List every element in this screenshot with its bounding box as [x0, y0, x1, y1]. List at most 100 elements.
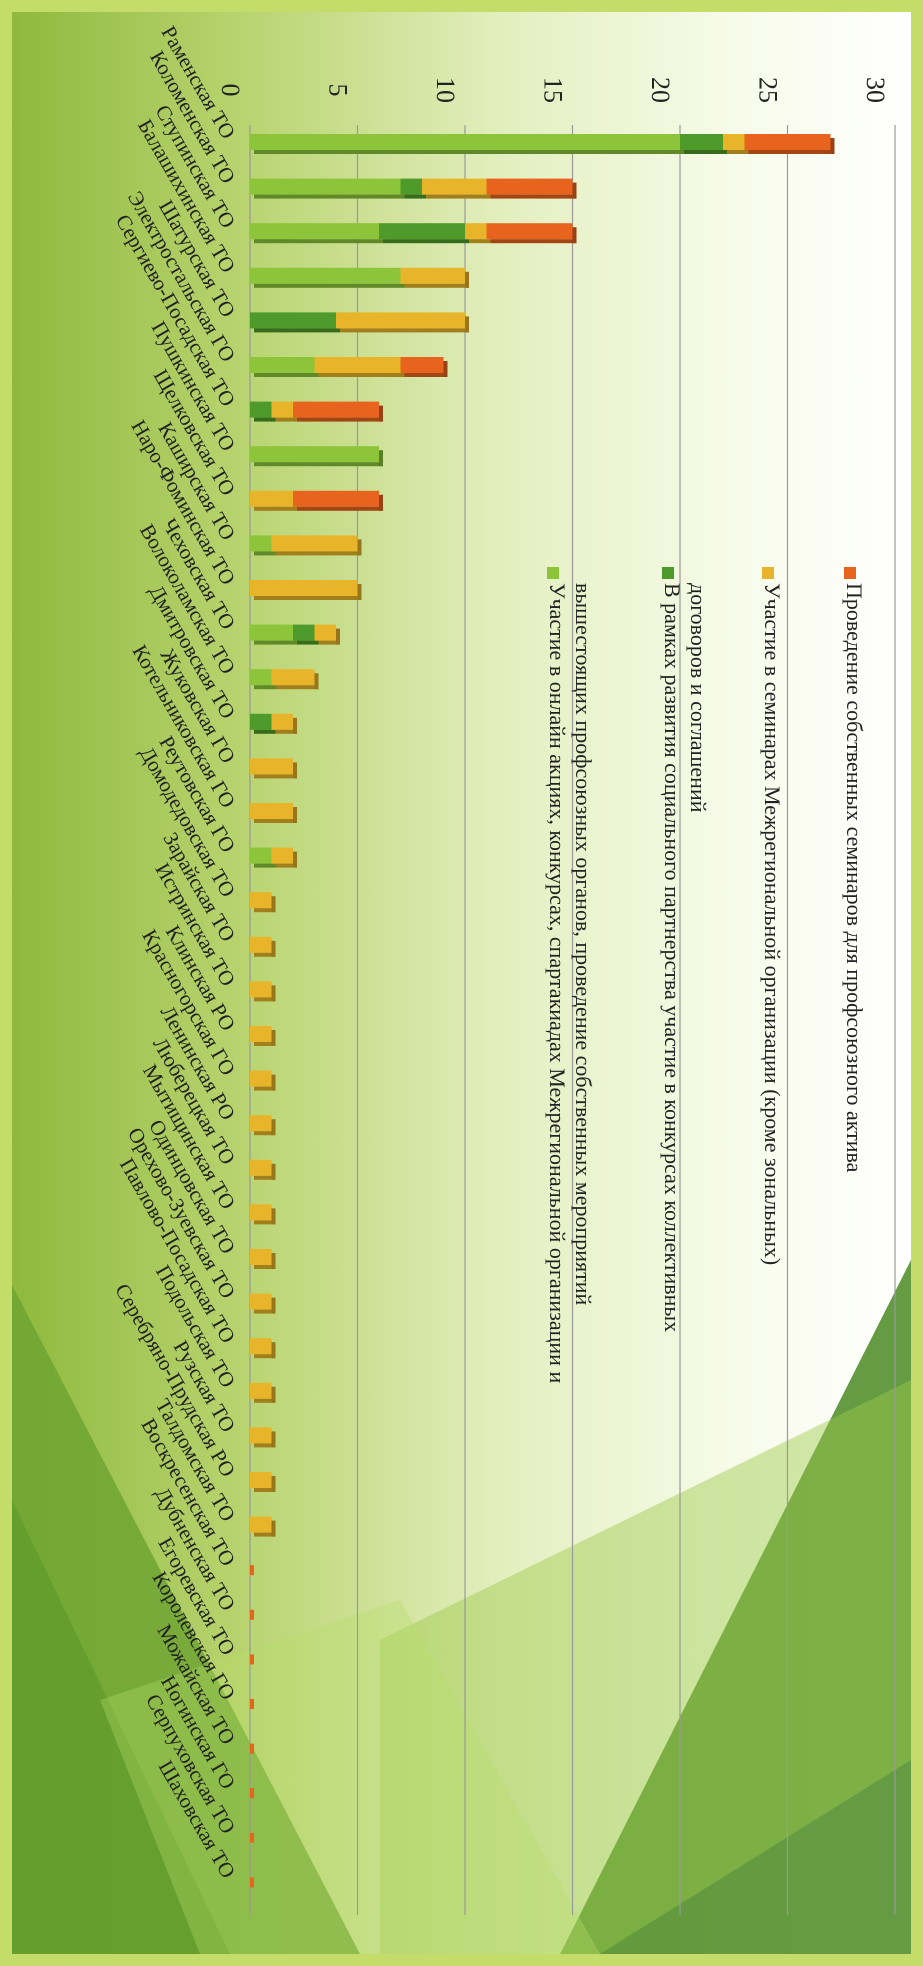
bar-segment-depth	[254, 1398, 276, 1403]
bar-end-depth	[293, 851, 297, 868]
bar-segment-depth	[254, 150, 684, 154]
bar-segment	[400, 178, 422, 195]
bar-segment-depth	[254, 952, 276, 957]
bar-segment-depth	[275, 685, 319, 690]
bar-segment	[250, 1516, 272, 1533]
bar-segment	[422, 178, 487, 195]
bar-end-depth	[572, 182, 577, 199]
bar-segment-depth	[727, 150, 749, 154]
bar-segment-depth	[254, 997, 276, 1002]
bar-segment-depth	[254, 1532, 276, 1537]
bar-segment-depth	[490, 239, 577, 244]
bar-segment	[250, 312, 336, 329]
bar-end-depth	[271, 1431, 276, 1448]
bar-segment	[250, 1070, 272, 1087]
bar-end-depth	[271, 1520, 276, 1537]
bar-end-depth	[572, 227, 577, 244]
bar-segment-depth	[254, 819, 297, 823]
value-tick-label: 15	[539, 77, 568, 103]
bar-segment-depth	[404, 373, 448, 377]
bar-end-depth	[293, 807, 297, 823]
bar-end-depth	[271, 1208, 276, 1225]
empty-bar-marker	[250, 1832, 254, 1843]
bar-segment	[400, 267, 465, 284]
bar-end-depth	[465, 271, 469, 288]
bar-segment-depth	[254, 863, 276, 868]
bar-segment	[250, 1382, 272, 1399]
bar-segment	[314, 624, 336, 641]
bar-segment	[271, 535, 358, 552]
bar-segment	[250, 847, 272, 864]
bar-segment-depth	[748, 150, 835, 154]
bar-segment-depth	[254, 596, 362, 600]
bar-segment	[314, 357, 401, 373]
legend-swatch	[844, 567, 856, 579]
empty-bar-marker	[250, 1699, 254, 1709]
bg-shape	[100, 1600, 600, 1954]
bar-end-depth	[357, 539, 362, 556]
bar-segment-depth	[469, 239, 491, 244]
bar-segment	[271, 401, 293, 418]
bar-segment-depth	[254, 194, 405, 199]
empty-bar-marker	[250, 1654, 254, 1665]
bar-end-depth	[379, 450, 383, 467]
bar-segment	[250, 446, 379, 463]
legend-label-line: Участие в онлайн акциях, конкурсах, спар…	[545, 583, 570, 1383]
bar-end-depth	[830, 138, 835, 154]
empty-bar-marker	[250, 1609, 254, 1620]
bar-segment	[400, 357, 444, 373]
legend-swatch	[662, 567, 674, 579]
legend-label: В рамках развития социального партнерств…	[660, 583, 711, 1332]
bar-segment-depth	[254, 1309, 276, 1314]
value-tick-label: 0	[216, 84, 245, 97]
bar-segment	[250, 223, 379, 240]
bar-segment	[250, 580, 358, 596]
bar-segment	[250, 981, 272, 998]
bar-segment	[250, 758, 293, 775]
bar-segment-depth	[254, 1131, 276, 1136]
bar-segment-depth	[684, 150, 727, 154]
bar-segment-depth	[254, 506, 297, 511]
bar-end-depth	[271, 940, 276, 957]
bar-segment	[250, 936, 272, 953]
bar-segment	[250, 535, 272, 552]
bar-segment-depth	[254, 1042, 276, 1046]
bar-segment	[250, 713, 272, 730]
legend-label-line: вышестоящих профсоюзных органов, проведе…	[571, 583, 596, 1306]
bar-end-depth	[379, 405, 383, 422]
bar-end-depth	[271, 1476, 276, 1492]
bar-segment	[250, 1204, 272, 1221]
bar-end-depth	[271, 1030, 276, 1046]
bar-end-depth	[271, 1163, 276, 1180]
bar-segment	[293, 624, 315, 641]
bar-segment	[250, 1249, 272, 1265]
bar-segment	[250, 669, 272, 686]
bar-end-depth	[271, 985, 276, 1002]
bar-segment-depth	[254, 774, 297, 779]
bar-segment-depth	[254, 908, 276, 913]
bar-segment	[486, 223, 573, 240]
empty-bar-marker	[250, 1877, 254, 1888]
bar-segment-depth	[254, 1086, 276, 1091]
value-tick-label: 30	[861, 77, 890, 103]
bar-end-depth	[314, 673, 319, 690]
legend-label-line: договоров и соглашений	[686, 583, 711, 813]
value-tick-label: 5	[324, 84, 353, 97]
bar-segment-depth	[318, 640, 340, 645]
bar-segment	[271, 713, 293, 730]
bar-segment	[336, 312, 465, 329]
bar-segment	[271, 847, 293, 864]
legend-swatch	[762, 567, 774, 579]
bar-segment	[680, 134, 723, 150]
bar-end-depth	[443, 361, 448, 377]
bar-segment-depth	[254, 417, 276, 422]
bar-segment-depth	[404, 283, 469, 288]
bar-segment-depth	[254, 283, 405, 288]
bar-end-depth	[336, 628, 340, 645]
bar-segment-depth	[254, 1265, 276, 1269]
bar-end-depth	[271, 1074, 276, 1091]
bg-shape	[12, 1500, 230, 1954]
gridlines	[249, 125, 896, 1915]
bar-end-depth	[379, 494, 383, 511]
